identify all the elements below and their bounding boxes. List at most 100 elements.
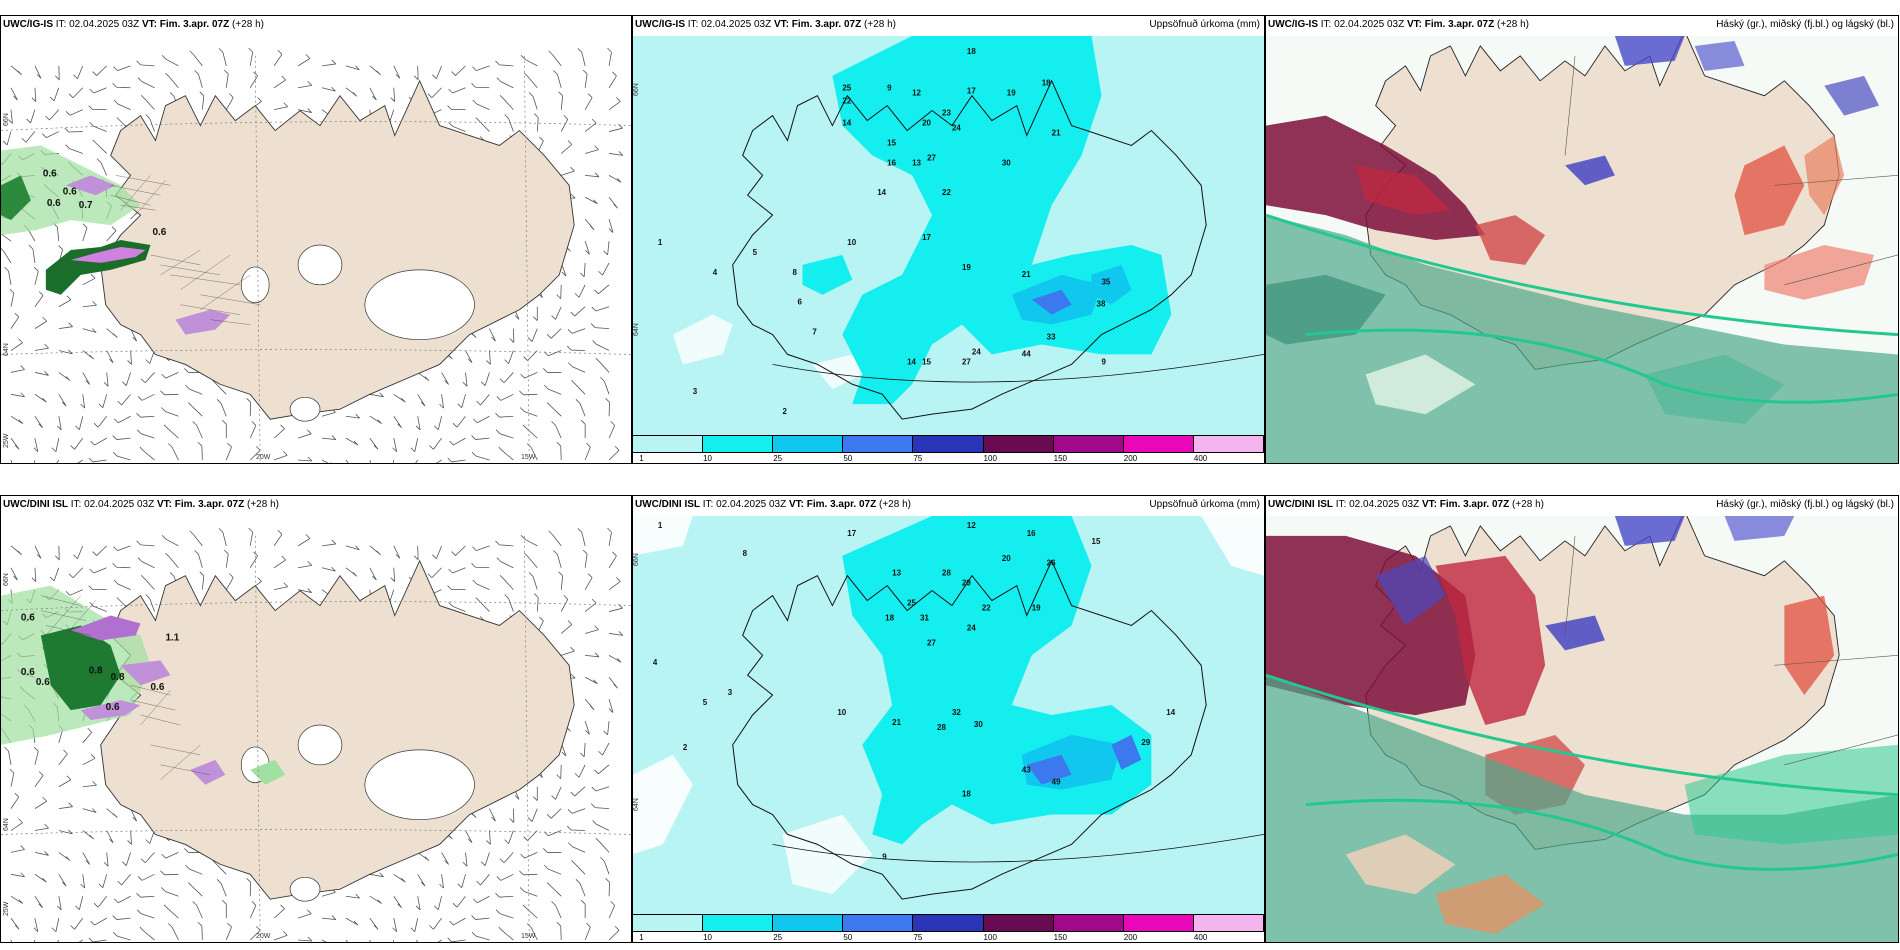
wind-barb [574, 284, 586, 298]
wind-barb [524, 552, 538, 569]
wind-barb [113, 415, 131, 424]
legend-swatch [1053, 915, 1124, 931]
wind-barb [10, 917, 20, 930]
map-precip[interactable]: 17 12 16 15 13 20 26 28 29 25 31 18 22 2… [633, 516, 1264, 914]
wind-barb [566, 345, 586, 351]
wind-barb [70, 437, 84, 450]
wind-barb [598, 262, 610, 276]
wind-barb [392, 438, 398, 453]
wind-barb [127, 830, 132, 845]
precip-zone [1111, 734, 1142, 770]
svg-text:3: 3 [728, 688, 733, 697]
wind-barb [551, 306, 562, 320]
wind-barb [560, 620, 573, 634]
wind-barb [472, 579, 490, 591]
wind-barb [58, 295, 72, 308]
map-surface-wind[interactable]: 0.6 0.6 0.6 0.7 0.6 [1, 36, 631, 463]
wind-barb [160, 390, 179, 396]
wind-barb [10, 415, 24, 424]
svg-text:18: 18 [885, 613, 894, 622]
wind-barb [122, 852, 131, 866]
wind-barb [127, 350, 132, 365]
panel-igis-clouds: UWC/IG-IS IT: 02.04.2025 03Z VT: Fim. 3.… [1265, 15, 1899, 464]
legend-swatch [773, 436, 844, 452]
graticule [1, 55, 631, 463]
panel-dini-surface: UWC/DINI ISL IT: 02.04.2025 03Z VT: Fim.… [0, 495, 632, 943]
map-precip[interactable]: 18 25 22 14 12 9 17 19 18 23 24 20 21 15… [633, 36, 1264, 435]
wind-barb [98, 874, 108, 888]
wind-barb [534, 113, 539, 132]
icing-shading [1, 145, 231, 335]
wind-barb [218, 528, 227, 546]
wind-barb [509, 808, 515, 823]
wind-barb [163, 424, 179, 439]
panel-header: UWC/DINI ISL IT: 02.04.2025 03Z VT: Fim.… [633, 496, 1264, 516]
legend-label: 50 [843, 454, 853, 463]
wind-barb [161, 887, 179, 897]
wind-barb [21, 131, 36, 143]
svg-text:21: 21 [1052, 129, 1061, 138]
wind-barb [80, 394, 86, 409]
map-clouds[interactable] [1266, 36, 1898, 463]
wind-barb [26, 109, 36, 124]
legend-label: 10 [703, 454, 713, 463]
wind-barb [369, 415, 382, 424]
wind-barb [590, 323, 610, 330]
wind-barb [551, 421, 562, 439]
wind-barb [10, 437, 20, 450]
wind-barb [556, 764, 562, 780]
wind-barb [113, 579, 131, 591]
wind-barb [448, 567, 466, 574]
wind-barb [436, 459, 442, 463]
map-clouds[interactable] [1266, 516, 1898, 942]
lon-label: 15W [521, 454, 536, 461]
wind-barb [33, 438, 39, 453]
wind-barb [249, 926, 261, 941]
wind-barb [345, 893, 361, 899]
wind-barb [10, 365, 25, 373]
wind-barb [10, 895, 24, 904]
wind-barb [498, 926, 514, 941]
wind-barb [524, 72, 538, 89]
svg-text:14: 14 [1166, 708, 1175, 717]
wind-barb [92, 545, 107, 556]
lat-label: 66N [3, 113, 10, 126]
wind-barb [274, 102, 289, 111]
wind-barb [163, 904, 179, 919]
precip-colorbar: 1 10 25 50 75 100 150 200 400 [633, 914, 1264, 942]
wind-barb [560, 594, 569, 612]
lon-label: 25W [3, 433, 10, 448]
wind-barb [489, 808, 496, 822]
wind-barb [415, 459, 419, 463]
wind-barb [584, 573, 593, 590]
wind-barb [472, 895, 490, 904]
wind-barb [58, 829, 73, 835]
svg-text:14: 14 [907, 357, 916, 366]
wind-barb [560, 114, 569, 132]
legend-label: 200 [1123, 933, 1138, 942]
wind-barb [393, 393, 406, 403]
map-surface-wind[interactable]: 0.6 0.6 0.6 0.8 0.8 0.6 1.1 0.6 [1, 516, 631, 942]
svg-text:9: 9 [1102, 357, 1107, 366]
wind-barb [504, 594, 514, 612]
wind-barb [10, 338, 23, 351]
wind-barb [568, 842, 586, 853]
wind-barb [498, 446, 514, 461]
graticule [1, 535, 631, 942]
wind-barb [248, 47, 254, 66]
wind-barb [82, 808, 97, 813]
wind-barb [112, 435, 131, 440]
wind-barb [471, 435, 490, 440]
wind-barb [197, 441, 203, 461]
wind-barb [139, 446, 155, 461]
wind-barb [89, 567, 107, 574]
svg-text:27: 27 [962, 357, 971, 366]
wind-barb [55, 65, 60, 81]
wind-barb [137, 77, 155, 89]
wind-barb [495, 540, 514, 547]
wind-barb [75, 416, 84, 431]
wind-barb [345, 459, 349, 463]
wind-barb [70, 917, 84, 930]
wind-barb [595, 837, 610, 853]
wind-barb [546, 402, 562, 417]
